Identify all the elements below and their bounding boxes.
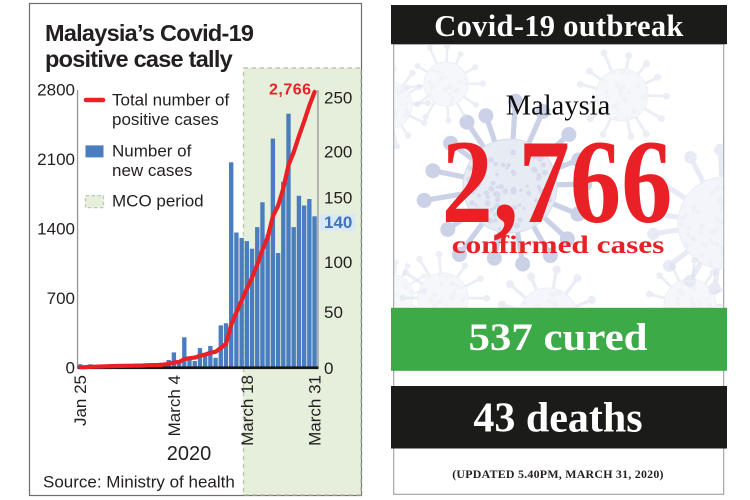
- svg-text:150: 150: [324, 188, 352, 207]
- svg-text:Source: Ministry of health: Source: Ministry of health: [43, 473, 235, 492]
- svg-text:537 cured: 537 cured: [468, 315, 647, 359]
- svg-text:MCO period: MCO period: [112, 191, 204, 210]
- svg-text:2,766: 2,766: [442, 117, 673, 249]
- svg-text:140: 140: [324, 213, 352, 232]
- svg-text:Covid-19 outbreak: Covid-19 outbreak: [434, 9, 683, 43]
- svg-text:1400: 1400: [37, 219, 75, 238]
- svg-text:Number of: Number of: [112, 141, 192, 160]
- svg-text:confirmed cases: confirmed cases: [452, 232, 664, 259]
- svg-text:100: 100: [324, 253, 352, 272]
- svg-text:Malaysia: Malaysia: [506, 91, 611, 122]
- svg-text:(UPDATED 5.40PM, MARCH 31, 202: (UPDATED 5.40PM, MARCH 31, 2020): [452, 467, 664, 481]
- svg-text:2,766: 2,766: [269, 82, 312, 99]
- svg-text:positive cases: positive cases: [112, 110, 219, 129]
- svg-text:200: 200: [324, 142, 352, 161]
- svg-text:March 18: March 18: [238, 375, 257, 446]
- svg-text:positive case tally: positive case tally: [45, 46, 233, 72]
- svg-text:43 deaths: 43 deaths: [473, 396, 642, 442]
- svg-text:250: 250: [324, 88, 352, 107]
- svg-text:2020: 2020: [167, 443, 212, 465]
- svg-text:March 4: March 4: [165, 375, 184, 436]
- svg-text:Jan 25: Jan 25: [71, 375, 90, 426]
- svg-text:March 31: March 31: [306, 375, 325, 446]
- svg-text:2800: 2800: [37, 80, 75, 99]
- svg-text:new cases: new cases: [112, 161, 192, 180]
- svg-text:50: 50: [324, 303, 343, 322]
- svg-text:700: 700: [47, 289, 75, 308]
- svg-text:0: 0: [324, 359, 333, 378]
- svg-text:0: 0: [66, 358, 75, 377]
- svg-text:Malaysia’s Covid-19: Malaysia’s Covid-19: [45, 20, 254, 46]
- svg-text:Total number of: Total number of: [112, 91, 229, 110]
- svg-text:2100: 2100: [37, 150, 75, 169]
